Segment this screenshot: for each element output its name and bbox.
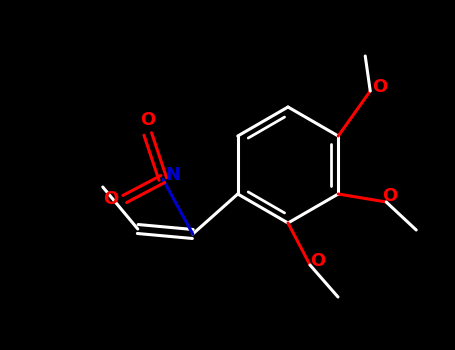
Text: O: O — [310, 252, 326, 270]
Text: O: O — [383, 187, 398, 205]
Text: N: N — [165, 166, 180, 184]
Text: O: O — [140, 111, 156, 129]
Text: O: O — [373, 78, 388, 96]
Text: O: O — [103, 190, 118, 208]
